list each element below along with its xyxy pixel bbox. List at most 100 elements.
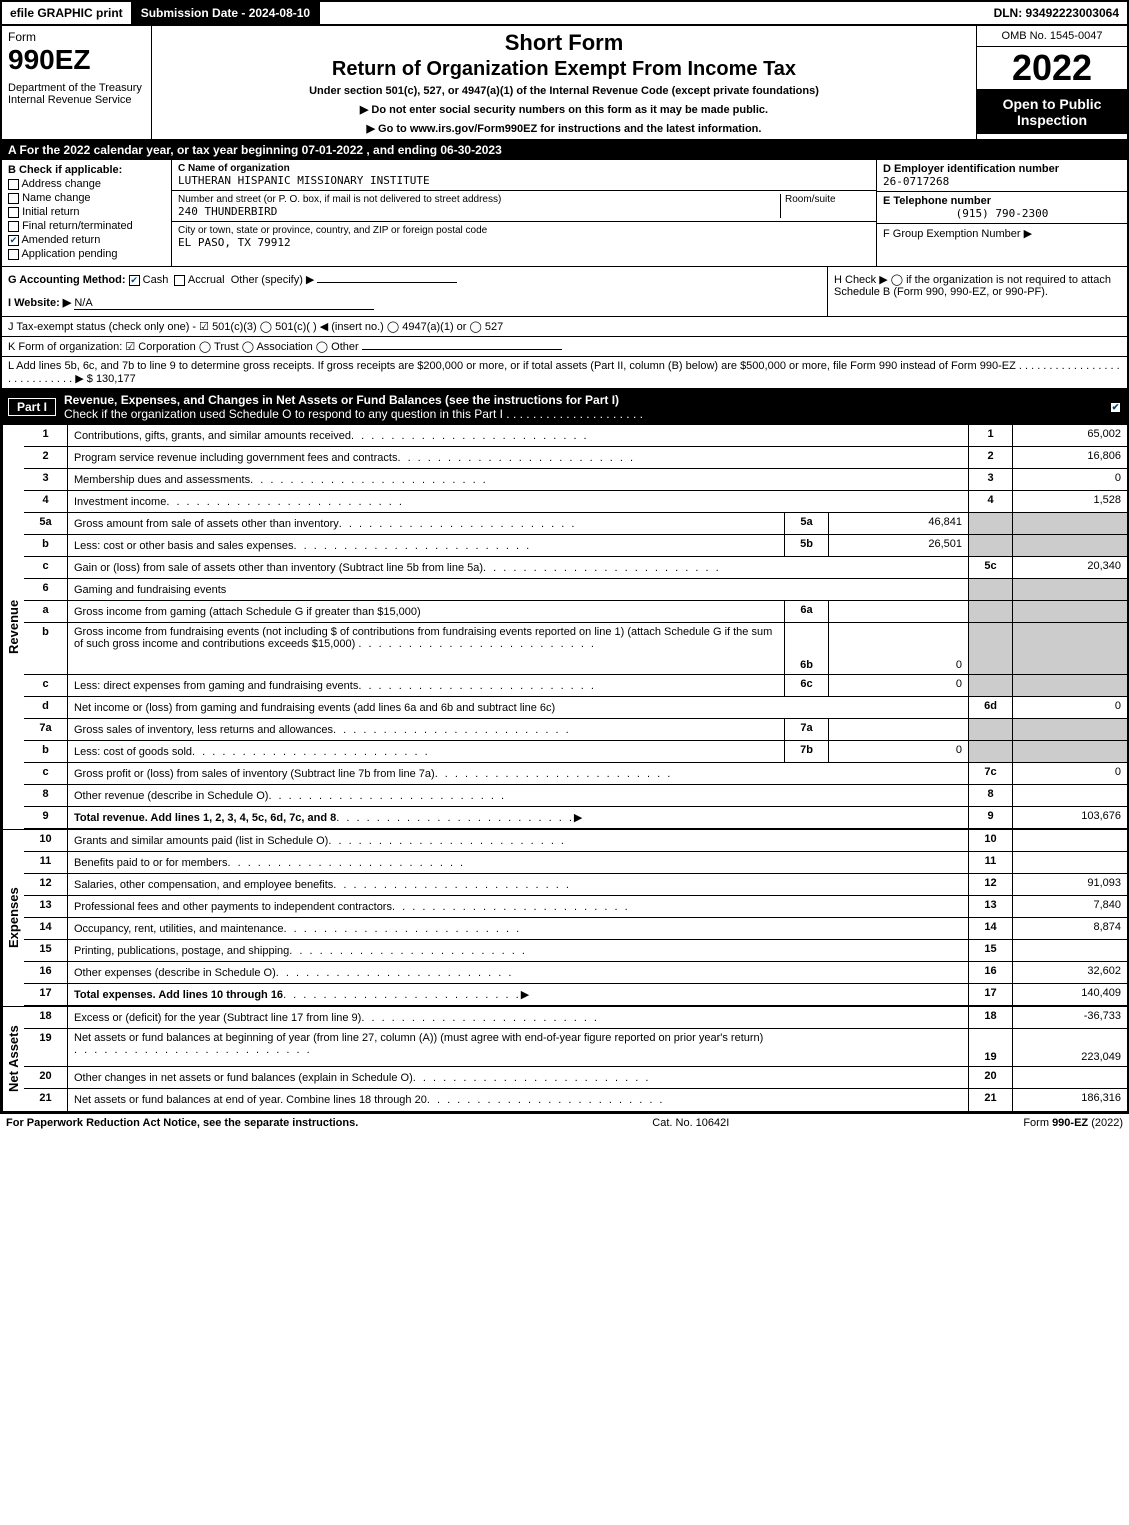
val-1: 65,002 [1012,425,1127,446]
line-4: 4 Investment income 4 1,528 [24,491,1127,513]
val-8 [1012,785,1127,806]
check-application-pending[interactable]: Application pending [8,248,165,260]
val-21: 186,316 [1012,1089,1127,1111]
line-5b: b Less: cost or other basis and sales ex… [24,535,1127,557]
g-accrual-check[interactable] [174,275,185,286]
page-footer: For Paperwork Reduction Act Notice, see … [0,1113,1129,1132]
val-3: 0 [1012,469,1127,490]
line-6a: a Gross income from gaming (attach Sched… [24,601,1127,623]
val-13: 7,840 [1012,896,1127,917]
line-10: 10 Grants and similar amounts paid (list… [24,830,1127,852]
line-k: K Form of organization: ☑ Corporation ◯ … [0,337,1129,357]
gross-receipts: 130,177 [96,373,136,385]
ein: 26-0717268 [883,175,1121,188]
form-number: 990EZ [8,44,145,76]
tax-year: 2022 [977,47,1127,90]
line-19: 19 Net assets or fund balances at beginn… [24,1029,1127,1067]
part1-title: Revenue, Expenses, and Changes in Net As… [64,393,619,407]
title-return: Return of Organization Exempt From Incom… [158,58,970,81]
col-b-checks: B Check if applicable: Address change Na… [2,160,172,266]
tel-label: E Telephone number [883,195,1121,207]
check-amended-return[interactable]: Amended return [8,234,165,246]
val-19: 223,049 [1012,1029,1127,1066]
line-1: 1 Contributions, gifts, grants, and simi… [24,425,1127,447]
h-schedule-b: H Check ▶ ◯ if the organization is not r… [827,267,1127,316]
expenses-sidebar: Expenses [2,830,24,1006]
room-label: Room/suite [785,194,870,205]
part1-schedule-o-check[interactable] [1110,402,1121,413]
val-6b: 0 [828,623,968,674]
g-cash-check[interactable] [129,275,140,286]
part1-num: Part I [8,398,56,416]
line-21: 21 Net assets or fund balances at end of… [24,1089,1127,1111]
col-def: D Employer identification number 26-0717… [877,160,1127,266]
submission-date: Submission Date - 2024-08-10 [133,2,320,24]
subtitle: Under section 501(c), 527, or 4947(a)(1)… [158,85,970,97]
g-accrual: Accrual [188,274,225,286]
identity-block: B Check if applicable: Address change Na… [0,160,1129,267]
check-name-change[interactable]: Name change [8,192,165,204]
val-10 [1012,830,1127,851]
val-6c: 0 [828,675,968,696]
line-18: 18 Excess or (deficit) for the year (Sub… [24,1007,1127,1029]
g-label: G Accounting Method: [8,274,126,286]
form-word: Form [8,30,145,44]
line-14: 14 Occupancy, rent, utilities, and maint… [24,918,1127,940]
telephone: (915) 790-2300 [883,207,1121,220]
omb-number: OMB No. 1545-0047 [977,26,1127,47]
part1-grid: Revenue 1 Contributions, gifts, grants, … [0,425,1129,1113]
netassets-sidebar: Net Assets [2,1007,24,1111]
dln: DLN: 93492223003064 [986,2,1127,24]
addr-label: Number and street (or P. O. box, if mail… [178,194,780,205]
line-7c: c Gross profit or (loss) from sales of i… [24,763,1127,785]
line-15: 15 Printing, publications, postage, and … [24,940,1127,962]
val-14: 8,874 [1012,918,1127,939]
line-7a: 7a Gross sales of inventory, less return… [24,719,1127,741]
g-other: Other (specify) ▶ [231,274,315,286]
val-2: 16,806 [1012,447,1127,468]
line-a: A For the 2022 calendar year, or tax yea… [0,141,1129,160]
val-7c: 0 [1012,763,1127,784]
line-2: 2 Program service revenue including gove… [24,447,1127,469]
line-6: 6 Gaming and fundraising events [24,579,1127,601]
val-5a: 46,841 [828,513,968,534]
irs-link[interactable]: ▶ Go to www.irs.gov/Form990EZ for instru… [158,122,970,135]
val-6a [828,601,968,622]
g-cash: Cash [143,274,169,286]
title-shortform: Short Form [158,30,970,56]
check-address-change[interactable]: Address change [8,178,165,190]
val-17: 140,409 [1012,984,1127,1005]
group-exemption-label: F Group Exemption Number ▶ [883,227,1121,240]
val-11 [1012,852,1127,873]
part1-header: Part I Revenue, Expenses, and Changes in… [0,389,1129,425]
val-6d: 0 [1012,697,1127,718]
line-3: 3 Membership dues and assessments 3 0 [24,469,1127,491]
line-j: J Tax-exempt status (check only one) - ☑… [0,317,1129,337]
check-initial-return[interactable]: Initial return [8,206,165,218]
open-to-public: Open to Public Inspection [977,90,1127,134]
line-20: 20 Other changes in net assets or fund b… [24,1067,1127,1089]
check-final-return[interactable]: Final return/terminated [8,220,165,232]
val-5c: 20,340 [1012,557,1127,578]
line-l: L Add lines 5b, 6c, and 7b to line 9 to … [0,357,1129,389]
line-8: 8 Other revenue (describe in Schedule O)… [24,785,1127,807]
part1-sub: Check if the organization used Schedule … [64,407,643,421]
ein-label: D Employer identification number [883,163,1121,175]
line-13: 13 Professional fees and other payments … [24,896,1127,918]
org-street: 240 THUNDERBIRD [178,205,780,218]
val-12: 91,093 [1012,874,1127,895]
line-6d: d Net income or (loss) from gaming and f… [24,697,1127,719]
revenue-sidebar: Revenue [2,425,24,829]
val-16: 32,602 [1012,962,1127,983]
val-4: 1,528 [1012,491,1127,512]
city-label: City or town, state or province, country… [178,225,487,236]
topbar: efile GRAPHIC print Submission Date - 20… [0,0,1129,26]
b-header: B Check if applicable: [8,164,165,176]
val-5b: 26,501 [828,535,968,556]
cat-no: Cat. No. 10642I [652,1117,729,1129]
line-6b: b Gross income from fundraising events (… [24,623,1127,675]
val-7a [828,719,968,740]
efile-print[interactable]: efile GRAPHIC print [2,2,133,24]
val-18: -36,733 [1012,1007,1127,1028]
line-5c: c Gain or (loss) from sale of assets oth… [24,557,1127,579]
